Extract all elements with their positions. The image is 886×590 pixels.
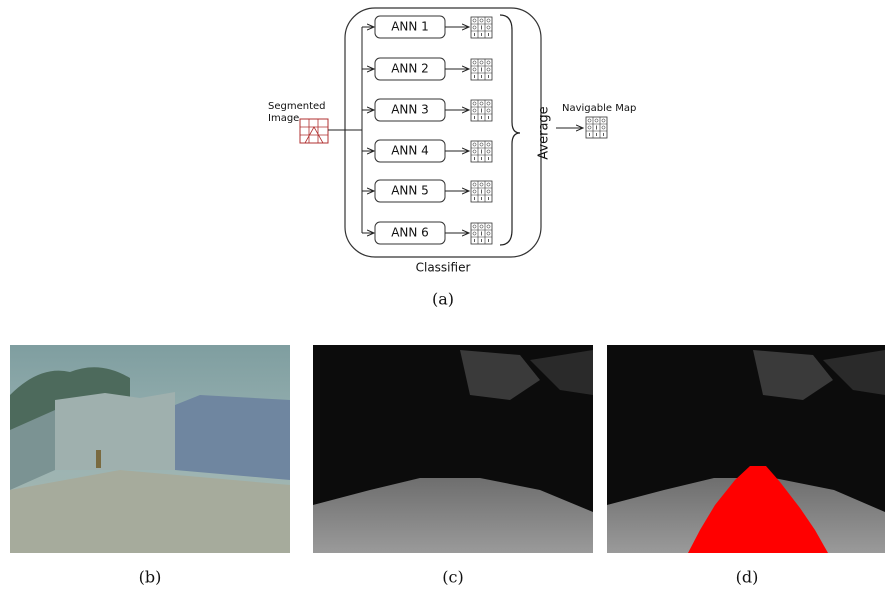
input-label: Image [268, 113, 299, 124]
brace [500, 15, 520, 245]
figure: Segmented Image ANN 1 ANN 2 ANN 3 ANN 4 ANN … [0, 0, 886, 590]
caption: (b) [139, 568, 162, 587]
caption: (c) [442, 568, 463, 587]
output-grid-icon [471, 181, 492, 202]
segmented-panel [313, 345, 593, 553]
diagram: Segmented Image ANN 1 ANN 2 ANN 3 ANN 4 ANN … [268, 8, 636, 309]
input-label: Segmented [268, 101, 326, 112]
combiner-label: Average [537, 106, 552, 159]
container-label: Classifier [416, 261, 471, 275]
ann-label: ANN 3 [391, 103, 429, 117]
segmented-image-icon [300, 119, 328, 143]
ann-label: ANN 6 [391, 226, 429, 240]
output-grid-icon [471, 59, 492, 80]
output-grid-icon [471, 141, 492, 162]
ann-label: ANN 5 [391, 184, 429, 198]
caption: (a) [432, 290, 454, 309]
ann-label: ANN 4 [391, 144, 429, 158]
output-grid-icon [471, 100, 492, 121]
photo-panel [10, 345, 290, 553]
ann-label: ANN 2 [391, 62, 429, 76]
caption: (d) [736, 568, 759, 587]
navigable-map-icon [586, 117, 607, 138]
output-grid-icon [471, 17, 492, 38]
output-grid-icon [471, 223, 492, 244]
navigable-panel [607, 345, 885, 553]
output-label: Navigable Map [562, 103, 636, 114]
ann-label: ANN 1 [391, 20, 429, 34]
